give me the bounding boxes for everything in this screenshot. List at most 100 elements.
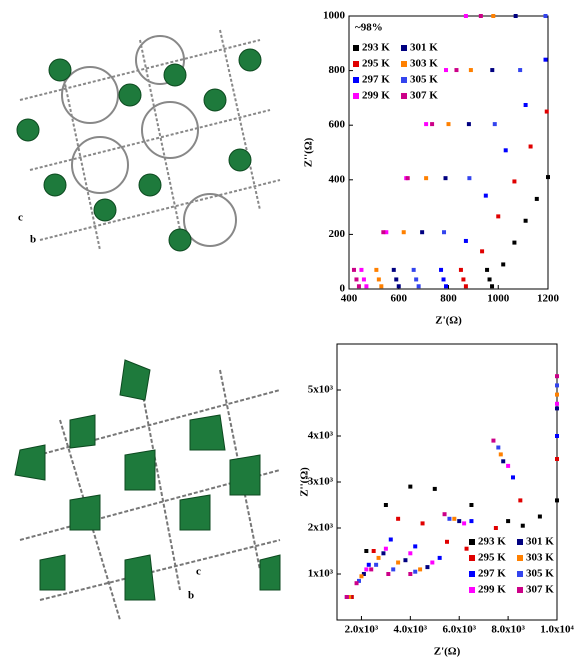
data-point bbox=[379, 284, 384, 289]
data-point bbox=[463, 284, 468, 289]
data-point bbox=[401, 230, 406, 235]
y-axis-label: Z''(Ω) bbox=[303, 137, 315, 167]
data-point bbox=[501, 262, 506, 267]
legend-label: 303 K bbox=[410, 58, 438, 70]
data-point bbox=[491, 14, 496, 18]
data-point bbox=[384, 230, 389, 235]
legend-marker bbox=[517, 555, 523, 561]
data-point bbox=[416, 284, 421, 289]
data-point bbox=[444, 284, 449, 289]
data-point bbox=[492, 122, 497, 127]
data-point bbox=[391, 567, 396, 572]
x-tick-label: 800 bbox=[440, 293, 457, 305]
legend-marker bbox=[353, 45, 359, 51]
legend-label: 307 K bbox=[410, 90, 438, 102]
data-point bbox=[555, 392, 559, 397]
data-point bbox=[523, 218, 528, 223]
y-tick-label: 400 bbox=[329, 173, 346, 185]
legend-marker bbox=[401, 93, 407, 99]
data-point bbox=[483, 193, 488, 198]
legend-marker bbox=[353, 61, 359, 67]
y-tick-label: 4x10³ bbox=[308, 430, 334, 442]
data-point bbox=[408, 572, 413, 576]
legend-label: 299 K bbox=[362, 90, 390, 102]
y-tick-label: 600 bbox=[329, 119, 346, 131]
data-point bbox=[487, 277, 492, 282]
legend-label: 297 K bbox=[478, 568, 506, 580]
legend-marker bbox=[469, 555, 475, 561]
data-point bbox=[555, 383, 559, 388]
data-point bbox=[546, 175, 550, 180]
legend-label: 297 K bbox=[362, 74, 390, 86]
data-point bbox=[512, 240, 517, 245]
data-point bbox=[411, 267, 416, 272]
data-point bbox=[369, 567, 374, 572]
data-point bbox=[364, 567, 369, 572]
data-point bbox=[361, 572, 366, 576]
data-point bbox=[555, 434, 559, 438]
data-point bbox=[432, 486, 437, 491]
data-point bbox=[461, 277, 466, 282]
data-point bbox=[383, 546, 388, 551]
y-tick-label: 5x10³ bbox=[308, 384, 334, 396]
data-point bbox=[506, 463, 511, 468]
data-point bbox=[374, 562, 379, 567]
data-point bbox=[469, 503, 474, 507]
legend-marker bbox=[517, 587, 523, 593]
data-point bbox=[490, 284, 495, 289]
data-point bbox=[503, 148, 508, 153]
legend-marker bbox=[401, 61, 407, 67]
data-point bbox=[354, 581, 359, 586]
data-point bbox=[496, 445, 501, 450]
data-point bbox=[442, 512, 447, 517]
data-point bbox=[403, 558, 408, 563]
data-point bbox=[544, 109, 549, 114]
data-point bbox=[469, 519, 474, 524]
data-point bbox=[457, 519, 462, 524]
x-tick-label: 1000 bbox=[487, 293, 510, 305]
legend-marker bbox=[469, 539, 475, 545]
data-point bbox=[439, 267, 444, 272]
legend-label: 299 K bbox=[478, 584, 506, 596]
x-tick-label: 400 bbox=[341, 293, 358, 305]
data-point bbox=[408, 551, 413, 556]
data-point bbox=[414, 277, 419, 282]
y-tick-label: 0 bbox=[340, 283, 346, 295]
data-point bbox=[381, 551, 386, 556]
data-point bbox=[537, 514, 542, 519]
data-point bbox=[364, 549, 369, 553]
data-point bbox=[420, 230, 425, 235]
data-point bbox=[555, 401, 559, 406]
y-tick-label: 800 bbox=[329, 64, 346, 76]
data-point bbox=[447, 516, 452, 521]
x-tick-label: 6.0x10³ bbox=[442, 624, 476, 636]
data-point bbox=[349, 595, 354, 599]
legend-marker bbox=[517, 539, 523, 545]
crystal-image-bottom bbox=[14, 359, 281, 621]
data-point bbox=[512, 179, 517, 184]
legend-label: 307 K bbox=[526, 584, 554, 596]
data-point bbox=[491, 438, 496, 443]
plot-frame bbox=[336, 343, 558, 621]
x-tick-label: 1200 bbox=[537, 293, 560, 305]
data-point bbox=[480, 249, 485, 254]
data-point bbox=[463, 238, 468, 243]
image-axis-label: b bbox=[30, 234, 36, 246]
y-tick-label: 1000 bbox=[323, 10, 346, 22]
data-point bbox=[381, 230, 386, 235]
data-point bbox=[347, 595, 352, 599]
data-point bbox=[366, 562, 371, 567]
y-axis-label: Z''(Ω) bbox=[299, 467, 311, 497]
data-point bbox=[490, 68, 495, 73]
legend-marker bbox=[469, 587, 475, 593]
legend-label: 295 K bbox=[478, 552, 506, 564]
data-point bbox=[498, 452, 503, 457]
data-point bbox=[445, 539, 449, 544]
data-point bbox=[388, 537, 393, 542]
data-point bbox=[478, 14, 483, 18]
legend-label: 293 K bbox=[478, 536, 506, 548]
data-point bbox=[371, 549, 376, 553]
data-point bbox=[442, 230, 447, 235]
legend-label: 301 K bbox=[526, 536, 554, 548]
